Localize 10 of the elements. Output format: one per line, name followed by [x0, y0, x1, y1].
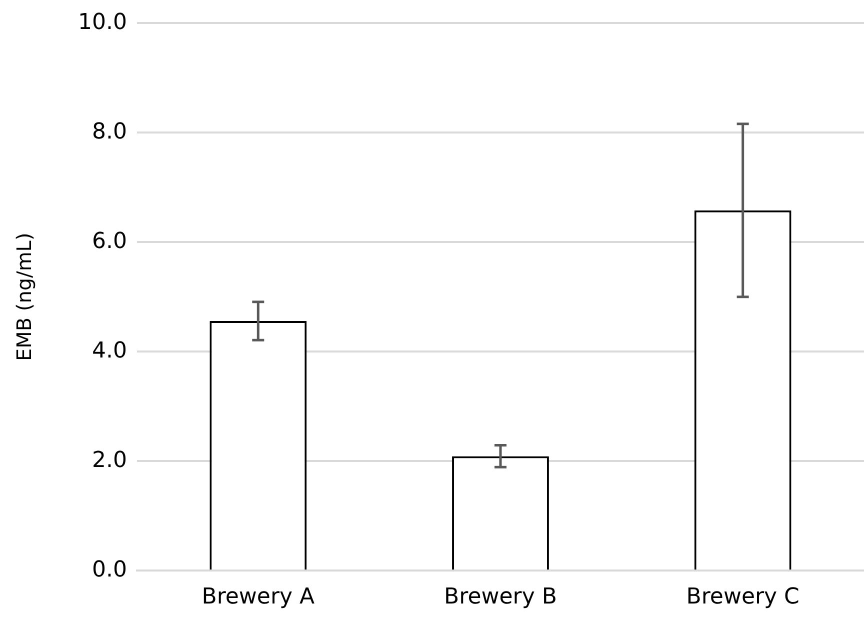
x-tick-label: Brewery C: [686, 584, 800, 610]
y-tick-label: 10.0: [78, 10, 127, 35]
y-tick-label: 8.0: [92, 119, 127, 144]
y-axis-title: EMB (ng/mL): [12, 232, 36, 362]
x-tick-label: Brewery B: [444, 584, 557, 610]
x-tick-label: Brewery A: [202, 584, 315, 610]
y-tick-label: 0.0: [92, 557, 127, 582]
y-tick-label: 4.0: [92, 338, 127, 364]
y-tick-label: 2.0: [92, 448, 127, 473]
y-tick-label: 6.0: [92, 228, 127, 254]
